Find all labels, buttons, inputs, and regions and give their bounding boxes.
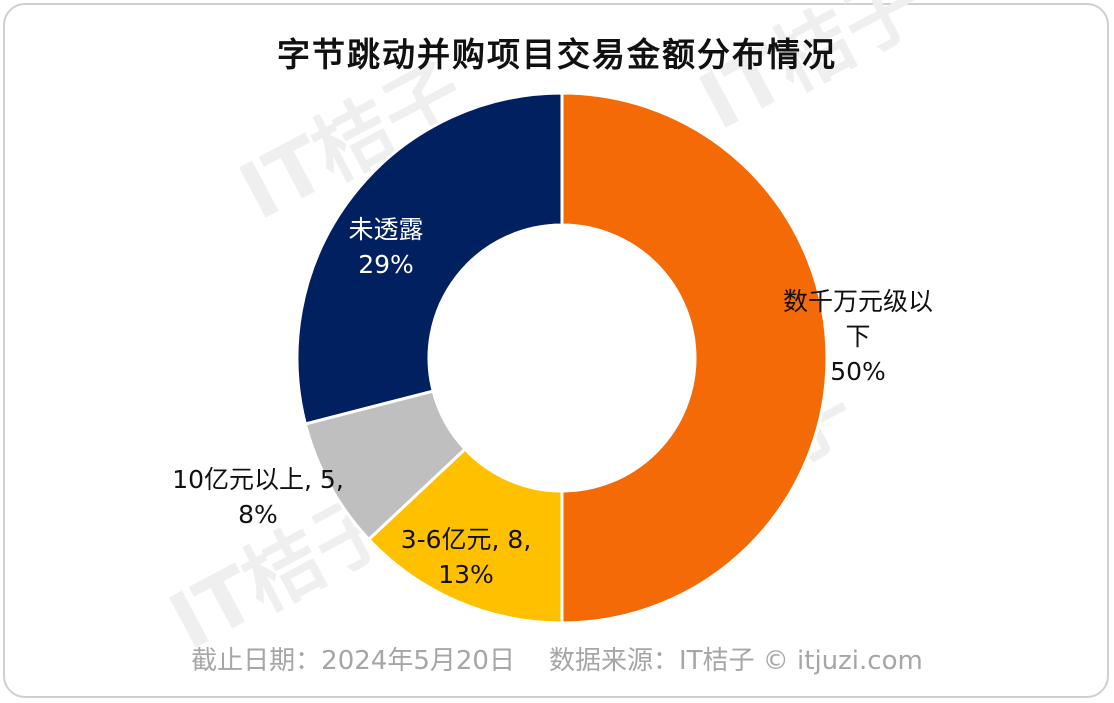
donut-slice [560, 91, 829, 625]
footer: 截止日期：2024年5月20日 数据来源：IT桔子 © itjuzi.com [0, 640, 1114, 677]
donut-slice [295, 91, 564, 426]
chart-title: 字节跳动并购项目交易金额分布情况 [277, 35, 837, 74]
slice-label: 3-6亿元, 8, 13% [401, 525, 532, 589]
slice-label: 未透露 29% [348, 215, 423, 279]
slice-label: 10亿元以上, 5, 8% [172, 465, 344, 529]
date-note: 截止日期：2024年5月20日 [191, 646, 515, 676]
slice-label: 数千万元级以下 50% [783, 287, 933, 386]
source-note: 数据来源：IT桔子 © itjuzi.com [548, 646, 923, 676]
